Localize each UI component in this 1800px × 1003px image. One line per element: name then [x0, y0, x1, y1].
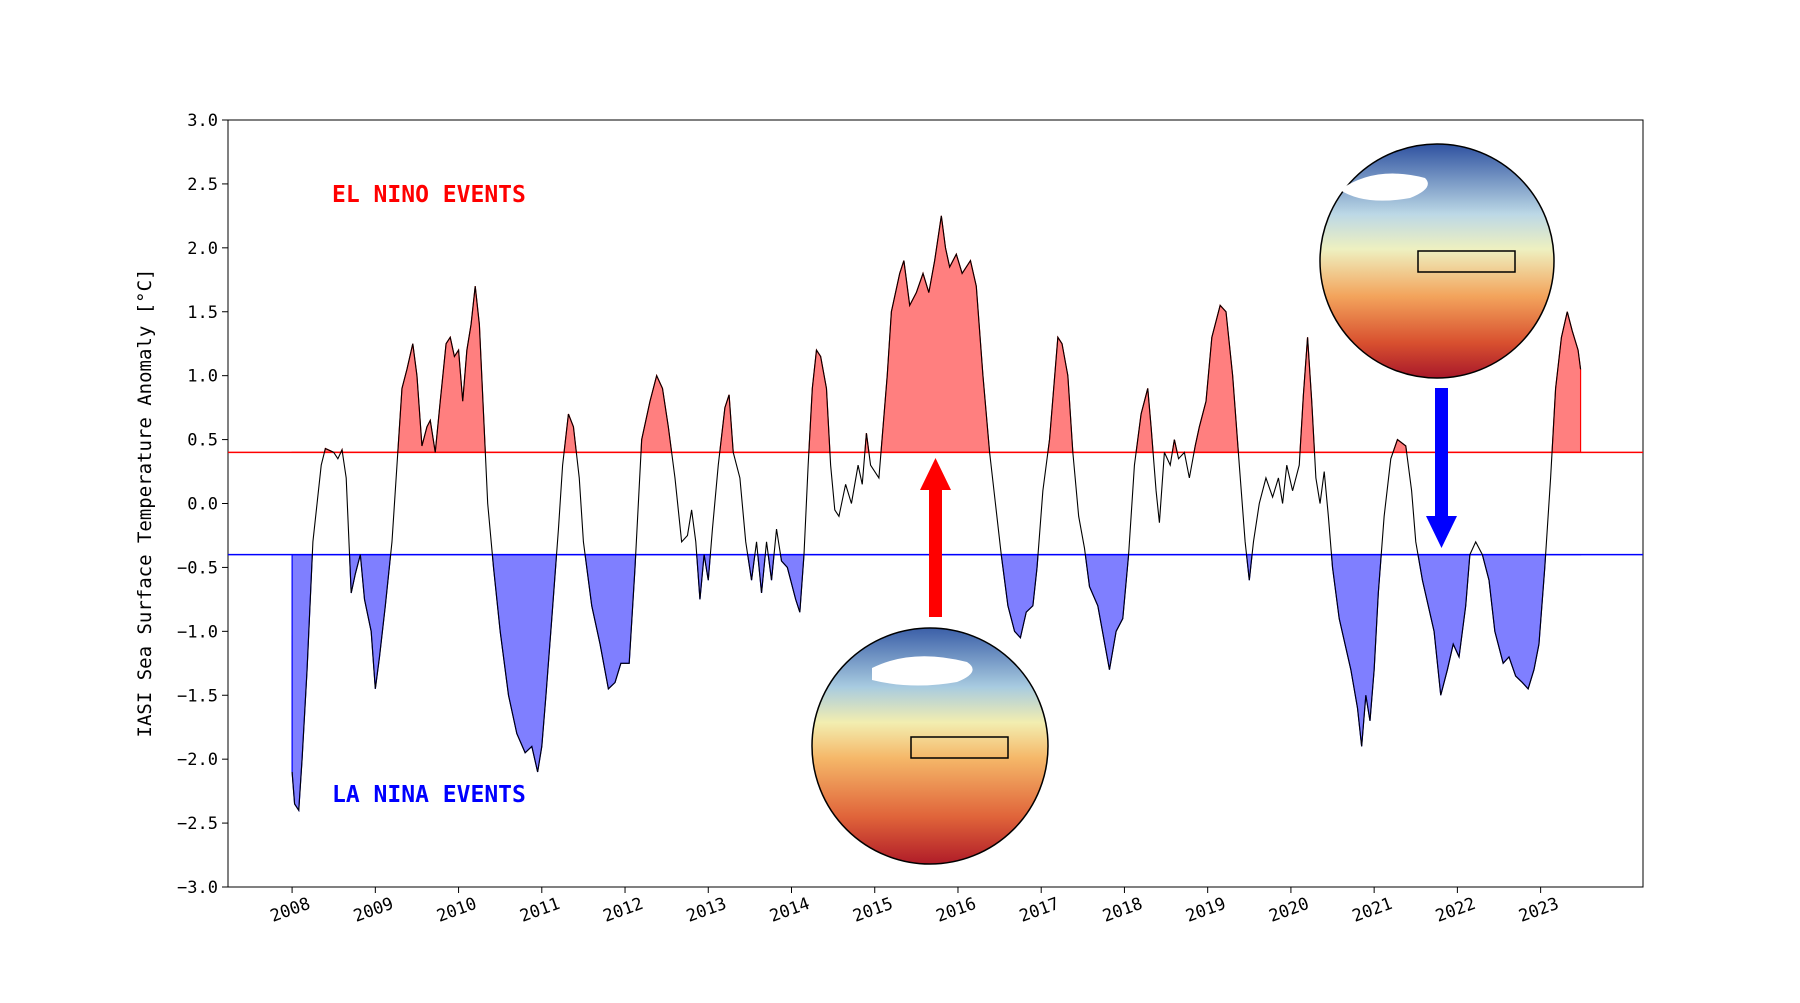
y-tick-label: −2.5: [177, 814, 218, 834]
y-tick-label: 0.0: [187, 495, 218, 515]
globe-la-nina: [1319, 143, 1555, 379]
y-tick-label: 1.0: [187, 367, 218, 387]
x-tick-label: 2011: [517, 894, 562, 927]
x-tick-label: 2014: [767, 894, 812, 927]
y-tick-label: −2.0: [177, 750, 218, 770]
y-tick-label: 2.0: [187, 239, 218, 259]
x-tick-label: 2010: [434, 894, 479, 927]
x-tick-label: 2009: [351, 894, 396, 927]
x-tick-label: 2008: [268, 894, 313, 927]
x-tick-label: 2017: [1017, 894, 1062, 927]
x-tick-label: 2015: [850, 894, 895, 927]
y-tick-label: 1.5: [187, 303, 218, 323]
y-tick-label: 3.0: [187, 111, 218, 131]
globe-insets: [811, 143, 1555, 865]
y-tick-label: 2.5: [187, 175, 218, 195]
globe-ice: [1340, 173, 1428, 201]
x-tick-label: 2018: [1100, 894, 1145, 927]
blue-arrow-head: [1426, 516, 1457, 548]
la-nina-label: LA NINA EVENTS: [332, 782, 526, 808]
x-tick-label: 2019: [1183, 894, 1228, 927]
y-tick-label: 0.5: [187, 431, 218, 451]
x-tick-label: 2013: [684, 894, 729, 927]
y-tick-label: −1.5: [177, 686, 218, 706]
globe-ice: [872, 656, 973, 686]
nino-box: [910, 736, 1009, 759]
red-arrow-shaft: [929, 490, 942, 617]
x-tick-label: 2016: [934, 894, 979, 927]
nino-box: [1417, 250, 1516, 273]
globe-el-nino: [811, 627, 1049, 865]
y-tick-label: −0.5: [177, 558, 218, 578]
x-tick-label: 2012: [601, 894, 646, 927]
y-tick-label: −1.0: [177, 622, 218, 642]
el-nino-label: EL NINO EVENTS: [332, 182, 526, 208]
x-tick-label: 2021: [1350, 894, 1395, 927]
x-tick-label: 2022: [1433, 894, 1478, 927]
x-tick-label: 2023: [1516, 894, 1561, 927]
red-arrow-head: [920, 458, 951, 490]
arrows: [920, 388, 1457, 617]
anomaly-line: [291, 215, 1582, 812]
blue-arrow-shaft: [1435, 388, 1448, 516]
y-tick-label: −3.0: [177, 878, 218, 898]
y-axis-label: IASI Sea Surface Temperature Anomaly [°C…: [134, 269, 156, 738]
x-tick-label: 2020: [1267, 894, 1312, 927]
